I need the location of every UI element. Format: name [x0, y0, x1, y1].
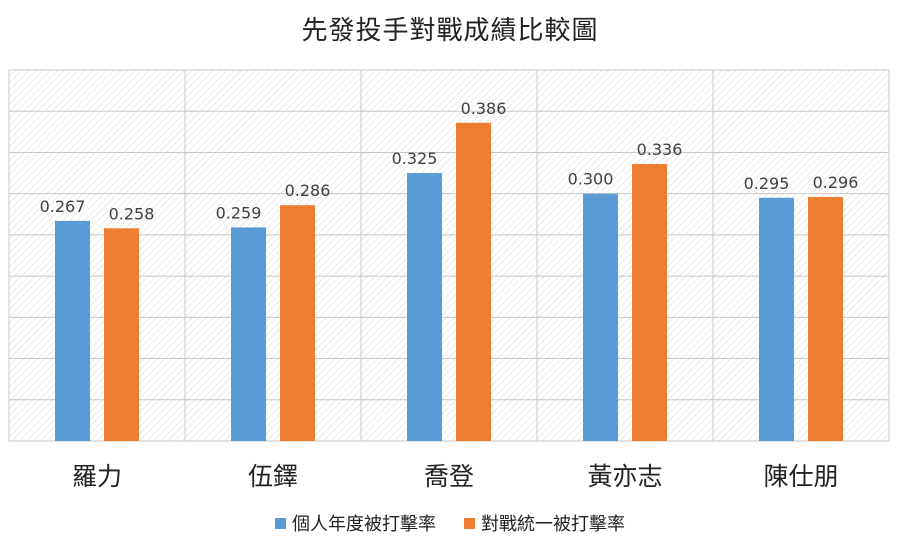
bar-series-1-2: [231, 227, 266, 441]
category-label-1: 羅力: [72, 462, 122, 491]
horizontal-gridlines: [9, 110, 889, 401]
category-label-4: 黃亦志: [587, 462, 662, 491]
bars: [55, 122, 843, 442]
bar-series-2-3: [456, 122, 491, 442]
value-label-series-2-2: 0.286: [285, 181, 331, 200]
legend-swatch-series-1: [275, 517, 286, 529]
legend-swatch-series-2: [464, 517, 475, 529]
value-label-series-2-1: 0.258: [109, 204, 155, 223]
value-labels: 0.267 0.258 0.259 0.286 0.325 0.386 0.300 0.336…: [40, 99, 859, 224]
chart-title: 先發投手對戰成績比較圖: [301, 16, 599, 46]
value-label-series-2-4: 0.336: [637, 140, 683, 159]
legend-item-series-2: 對戰統一被打擊率: [464, 510, 625, 536]
bar-series-1-4: [583, 193, 618, 441]
legend-label-series-1: 個人年度被打擊率: [292, 514, 436, 535]
vertical-gridlines: [184, 70, 714, 441]
value-label-series-2-5: 0.296: [813, 173, 859, 192]
value-label-series-2-3: 0.386: [461, 99, 507, 118]
bar-series-1-1: [55, 220, 90, 441]
category-label-5: 陳仕朋: [763, 462, 838, 491]
value-label-series-1-4: 0.300: [568, 170, 614, 189]
bar-series-2-1: [104, 228, 139, 441]
category-label-2: 伍鐸: [248, 462, 298, 491]
value-label-series-1-2: 0.259: [216, 203, 262, 222]
category-labels: 羅力 伍鐸 喬登 黃亦志 陳仕朋: [72, 462, 839, 491]
plot-area: [9, 70, 889, 441]
bar-series-2-5: [808, 196, 843, 441]
bar-series-1-3: [407, 173, 442, 442]
bar-series-2-4: [632, 163, 667, 441]
plot-border: [8, 69, 890, 442]
value-label-series-1-1: 0.267: [40, 197, 86, 216]
category-label-3: 喬登: [424, 462, 474, 491]
legend-item-series-1: 個人年度被打擊率: [275, 510, 436, 536]
bar-series-2-2: [280, 205, 315, 441]
legend-label-series-2: 對戰統一被打擊率: [481, 514, 625, 535]
value-label-series-1-3: 0.325: [392, 149, 438, 168]
value-label-series-1-5: 0.295: [744, 174, 790, 193]
bar-series-1-5: [759, 197, 794, 441]
legend: 個人年度被打擊率 對戰統一被打擊率: [0, 510, 900, 536]
